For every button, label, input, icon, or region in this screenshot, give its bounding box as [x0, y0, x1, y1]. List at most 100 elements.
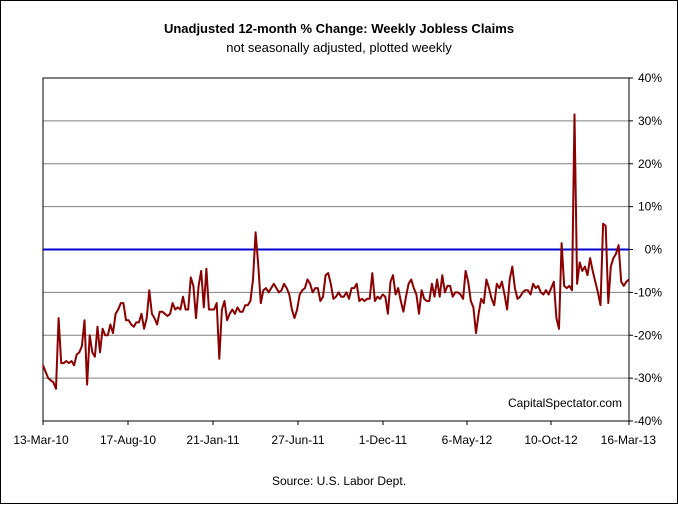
data-point — [304, 287, 306, 289]
data-point — [483, 302, 485, 304]
data-point — [540, 291, 542, 293]
data-point — [301, 289, 303, 291]
data-point — [446, 285, 449, 287]
data-point — [42, 364, 44, 366]
data-point — [439, 296, 441, 298]
data-point — [356, 283, 358, 285]
data-point — [174, 308, 176, 311]
data-point — [172, 302, 174, 304]
data-point — [602, 223, 604, 225]
data-point — [198, 285, 200, 287]
data-point — [283, 283, 285, 285]
data-point — [392, 274, 394, 276]
data-point — [625, 281, 628, 283]
data-point — [234, 313, 236, 315]
data-point — [159, 311, 161, 313]
data-point — [268, 291, 270, 293]
data-point — [366, 298, 368, 300]
data-point — [249, 300, 251, 302]
data-point — [514, 287, 516, 289]
data-point — [553, 281, 555, 283]
data-point — [628, 278, 630, 281]
y-tick-label: -10% — [634, 285, 662, 299]
x-tick-label: 13-Mar-10 — [13, 433, 69, 447]
data-point — [431, 283, 433, 285]
data-point — [327, 272, 329, 274]
data-point — [231, 308, 233, 311]
data-point — [125, 319, 127, 321]
data-point — [68, 362, 70, 364]
data-point — [270, 287, 272, 289]
data-point — [465, 270, 467, 272]
data-point — [353, 287, 355, 289]
watermark: CapitalSpectator.com — [508, 396, 622, 410]
data-point — [361, 298, 363, 300]
data-point — [314, 287, 316, 289]
chart-subtitle: not seasonally adjusted, plotted weekly — [226, 40, 452, 55]
data-point — [511, 266, 513, 268]
data-point — [50, 379, 52, 381]
data-point — [415, 293, 417, 296]
data-point — [506, 308, 508, 311]
data-point — [133, 326, 135, 328]
data-point — [537, 285, 539, 287]
data-point — [273, 283, 275, 285]
data-point — [242, 311, 244, 313]
data-point — [449, 285, 451, 287]
data-point — [535, 287, 537, 289]
data-point — [503, 293, 506, 296]
data-point — [623, 285, 625, 287]
data-point — [86, 384, 88, 386]
data-point — [369, 298, 371, 300]
data-point — [94, 356, 96, 358]
data-point — [488, 287, 490, 289]
data-point — [190, 276, 192, 278]
data-point — [200, 270, 202, 272]
data-point — [229, 313, 231, 315]
data-point — [291, 308, 293, 311]
data-points — [42, 113, 630, 390]
data-point — [563, 285, 565, 287]
data-point — [239, 311, 241, 313]
data-point — [275, 287, 277, 289]
y-tick-label: -40% — [634, 414, 662, 428]
x-tick-label: 27-Jun-11 — [271, 433, 324, 447]
data-point — [130, 323, 132, 326]
data-point — [589, 257, 591, 259]
data-point — [55, 388, 57, 390]
data-point — [260, 302, 262, 304]
data-point — [47, 377, 49, 379]
data-point — [312, 291, 314, 293]
data-point — [363, 300, 366, 302]
data-point — [182, 296, 184, 298]
data-point — [441, 274, 443, 276]
data-point — [584, 266, 586, 268]
data-point — [493, 304, 495, 306]
data-point — [542, 293, 545, 296]
data-point — [195, 317, 197, 319]
data-point — [470, 300, 472, 302]
data-point — [325, 274, 327, 276]
data-point — [566, 287, 568, 289]
data-point — [576, 283, 578, 285]
data-point — [529, 293, 532, 296]
x-tick-label: 6-May-12 — [442, 433, 493, 447]
data-point — [348, 298, 350, 300]
data-point — [278, 291, 280, 293]
data-point — [501, 281, 503, 283]
data-point — [135, 321, 137, 323]
series-line — [42, 113, 630, 390]
data-point — [236, 306, 239, 308]
data-point — [423, 298, 425, 300]
y-axis: 40% 30% 20% 10% 0% -10% -20% -30% -40% — [629, 71, 662, 428]
data-point — [397, 287, 399, 289]
data-point — [296, 308, 298, 311]
data-point — [153, 317, 156, 319]
y-tick-label: -20% — [634, 328, 662, 342]
data-point — [265, 287, 267, 289]
data-point — [516, 298, 519, 300]
data-point — [104, 334, 106, 336]
y-tick-label: 20% — [638, 157, 662, 171]
data-point — [457, 291, 459, 293]
